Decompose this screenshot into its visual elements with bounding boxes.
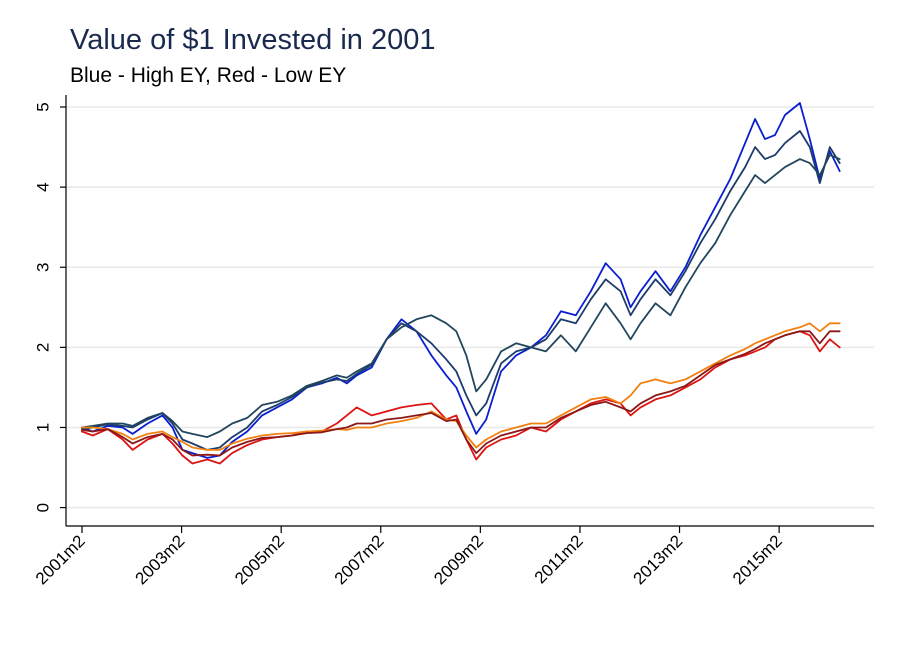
x-tick-label-2015m2: 2015m2	[729, 531, 786, 588]
y-tick-label-4: 4	[33, 182, 52, 191]
x-tick-label-2009m2: 2009m2	[430, 531, 487, 588]
x-tick-label-2005m2: 2005m2	[231, 531, 288, 588]
axes: 0 1 2 3 4 5 2001m2 2003m2 2005m2 2007m2 2009m2 2011…	[32, 95, 874, 588]
x-tick-label-2001m2: 2001m2	[32, 531, 89, 588]
y-tick-label-5: 5	[33, 102, 52, 111]
x-tick-label-2007m2: 2007m2	[331, 531, 388, 588]
series-line-5	[81, 322, 841, 451]
chart-title: Value of $1 Invested in 2001	[70, 24, 436, 56]
y-tick-label-2: 2	[33, 343, 52, 352]
x-tick-label-2003m2: 2003m2	[132, 531, 189, 588]
x-tick-label-2011m2: 2011m2	[531, 531, 587, 587]
series-line-2	[81, 130, 841, 451]
chart-subtitle: Blue - High EY, Red - Low EY	[70, 64, 347, 87]
y-tick-label-0: 0	[33, 503, 52, 512]
series-line-3	[81, 154, 841, 439]
y-tick-label-3: 3	[33, 263, 52, 272]
x-tick-label-2013m2: 2013m2	[629, 531, 686, 588]
y-tick-label-1: 1	[33, 423, 52, 432]
series-lines	[81, 102, 841, 465]
series-line-6	[81, 330, 841, 457]
series-line-1	[81, 102, 841, 459]
grid-lines	[66, 106, 874, 509]
